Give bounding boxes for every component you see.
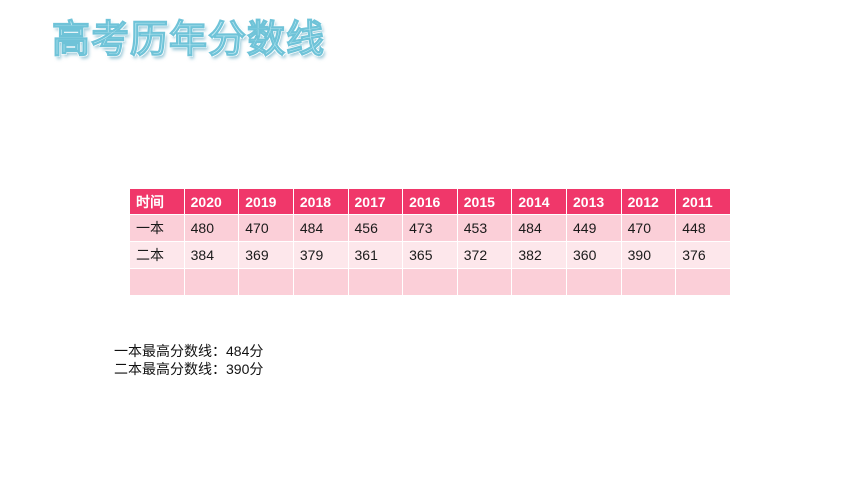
header-cell-year: 2019 [238,188,294,215]
score-cell: 384 [183,241,240,269]
score-cell: 372 [456,241,513,269]
header-cell-year: 2014 [511,188,567,215]
row-label: 二本 [129,241,185,269]
row-label: 一本 [129,214,185,242]
header-cell-year: 2011 [675,188,731,215]
score-cell: 484 [511,214,567,242]
empty-cell [129,268,185,296]
empty-cell [183,268,240,296]
score-cell: 470 [620,214,677,242]
header-cell-year: 2020 [183,188,240,215]
table-row-tier-one: 一本 480 470 484 456 473 453 484 449 470 4… [129,214,731,242]
table-row-tier-two: 二本 384 369 379 361 365 372 382 360 390 3… [129,241,731,269]
score-cell: 379 [292,241,349,269]
score-cell: 376 [675,241,731,269]
table-row-empty [129,268,731,296]
page-title: 高考历年分数线 [51,19,326,62]
empty-cell [402,268,458,296]
score-cell: 361 [347,241,404,269]
score-cell: 484 [292,214,349,242]
score-cell: 360 [566,241,622,269]
table-header-row: 时间 2020 2019 2018 2017 2016 2015 2014 20… [129,188,731,215]
score-cell: 449 [566,214,622,242]
summary-tier-two-max: 二本最高分数线：390分 [114,361,264,377]
empty-cell [566,268,622,296]
score-cell: 448 [675,214,731,242]
header-cell-year: 2012 [620,188,677,215]
empty-cell [347,268,404,296]
score-table: 时间 2020 2019 2018 2017 2016 2015 2014 20… [129,188,731,296]
header-cell-year: 2013 [566,188,622,215]
empty-cell [238,268,294,296]
score-cell: 480 [183,214,240,242]
score-cell: 470 [238,214,294,242]
header-cell-year: 2017 [347,188,404,215]
header-cell-year: 2015 [456,188,513,215]
empty-cell [620,268,677,296]
summary-tier-one-max: 一本最高分数线：484分 [114,343,264,359]
header-cell-year: 2016 [402,188,458,215]
score-cell: 382 [511,241,567,269]
score-cell: 453 [456,214,513,242]
header-cell-year: 2018 [292,188,349,215]
empty-cell [675,268,731,296]
summary-notes: 一本最高分数线：484分 二本最高分数线：390分 [114,342,263,378]
score-cell: 365 [402,241,458,269]
score-cell: 456 [347,214,404,242]
empty-cell [292,268,349,296]
empty-cell [511,268,567,296]
score-cell: 390 [620,241,677,269]
empty-cell [456,268,513,296]
header-cell-time: 时间 [129,188,185,215]
score-cell: 473 [402,214,458,242]
score-cell: 369 [238,241,294,269]
